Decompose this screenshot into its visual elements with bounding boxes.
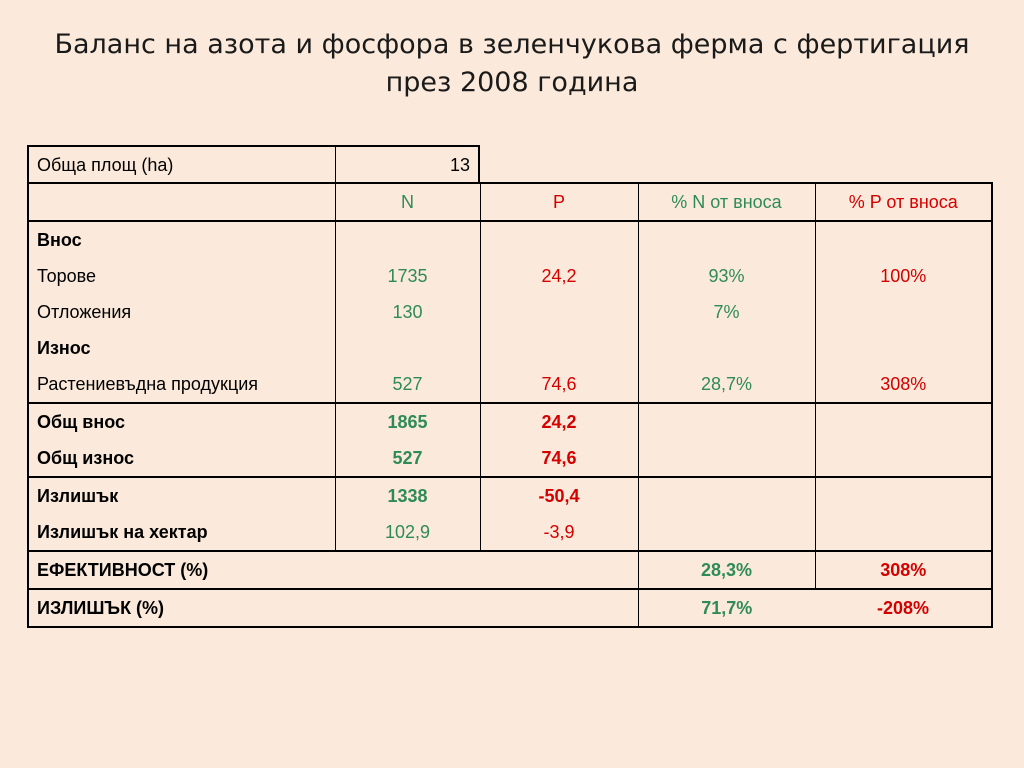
header-pct-n: % N от вноса xyxy=(637,182,816,222)
cell-n: 527 xyxy=(334,440,481,477)
row-label: Растениевъдна продукция xyxy=(27,366,336,403)
row-label: Общ внос xyxy=(27,402,336,440)
balance-table: N P % N от вноса % P от вноса Внос Торов… xyxy=(27,182,993,628)
table-row: Торове 1735 24,2 93% 100% xyxy=(27,258,993,294)
cell-pct-n: 7% xyxy=(637,294,816,330)
header-p: P xyxy=(479,182,639,222)
cell-pct-n: 93% xyxy=(637,258,816,294)
cell-pct-p: 308% xyxy=(814,550,993,589)
table-row: ИЗЛИШЪК (%) 71,7% -208% xyxy=(27,588,993,628)
row-label: ИЗЛИШЪК (%) xyxy=(27,588,639,628)
table-row: Износ xyxy=(27,330,993,366)
section-iznos-label: Износ xyxy=(27,330,336,366)
row-label: Отложения xyxy=(27,294,336,330)
section-vnos-label: Внос xyxy=(27,221,336,258)
total-area-label: Обща площ (ha) xyxy=(29,147,336,184)
cell-n: 1865 xyxy=(334,402,481,440)
cell-n: 130 xyxy=(334,294,481,330)
row-label: Излишък на хектар xyxy=(27,514,336,551)
table-row: Отложения 130 7% xyxy=(27,294,993,330)
cell-n: 1735 xyxy=(334,258,481,294)
row-label: Излишък xyxy=(27,476,336,514)
table-header-row: N P % N от вноса % P от вноса xyxy=(27,182,993,222)
cell-pct-n: 28,7% xyxy=(637,366,816,403)
total-area-value: 13 xyxy=(449,155,470,175)
table-row: Внос xyxy=(27,221,993,258)
header-pct-p: % P от вноса xyxy=(814,182,993,222)
cell-pct-p: 308% xyxy=(814,366,993,403)
cell-p: -50,4 xyxy=(479,476,639,514)
title-line-2: през 2008 година xyxy=(385,67,639,98)
cell-n: 527 xyxy=(334,366,481,403)
cell-pct-p: 100% xyxy=(814,258,993,294)
title-line-1: Баланс на азота и фосфора в зеленчукова … xyxy=(54,29,970,60)
table-row: Излишък на хектар 102,9 -3,9 xyxy=(27,514,993,551)
cell-n: 1338 xyxy=(334,476,481,514)
cell-p: -3,9 xyxy=(479,514,639,551)
cell-p: 24,2 xyxy=(479,258,639,294)
slide-title: Баланс на азота и фосфора в зеленчукова … xyxy=(0,26,1024,102)
cell-pct-n: 28,3% xyxy=(637,550,816,589)
cell-p: 74,6 xyxy=(479,440,639,477)
table-row: Растениевъдна продукция 527 74,6 28,7% 3… xyxy=(27,366,993,403)
table-row: Общ внос 1865 24,2 xyxy=(27,402,993,440)
cell-p: 24,2 xyxy=(479,402,639,440)
cell-p: 74,6 xyxy=(479,366,639,403)
row-label: Торове xyxy=(27,258,336,294)
header-n: N xyxy=(334,182,481,222)
total-area-row: Обща площ (ha) 13 xyxy=(27,145,480,184)
row-label: Общ износ xyxy=(27,440,336,477)
table-row: Излишък 1338 -50,4 xyxy=(27,476,993,514)
header-empty-cell xyxy=(27,182,336,222)
cell-n: 102,9 xyxy=(334,514,481,551)
cell-pct-n: 71,7% xyxy=(637,588,815,628)
table-row: ЕФЕКТИВНОСТ (%) 28,3% 308% xyxy=(27,550,993,589)
cell-pct-p: -208% xyxy=(815,588,993,628)
row-label: ЕФЕКТИВНОСТ (%) xyxy=(27,550,639,589)
table-row: Общ износ 527 74,6 xyxy=(27,440,993,477)
